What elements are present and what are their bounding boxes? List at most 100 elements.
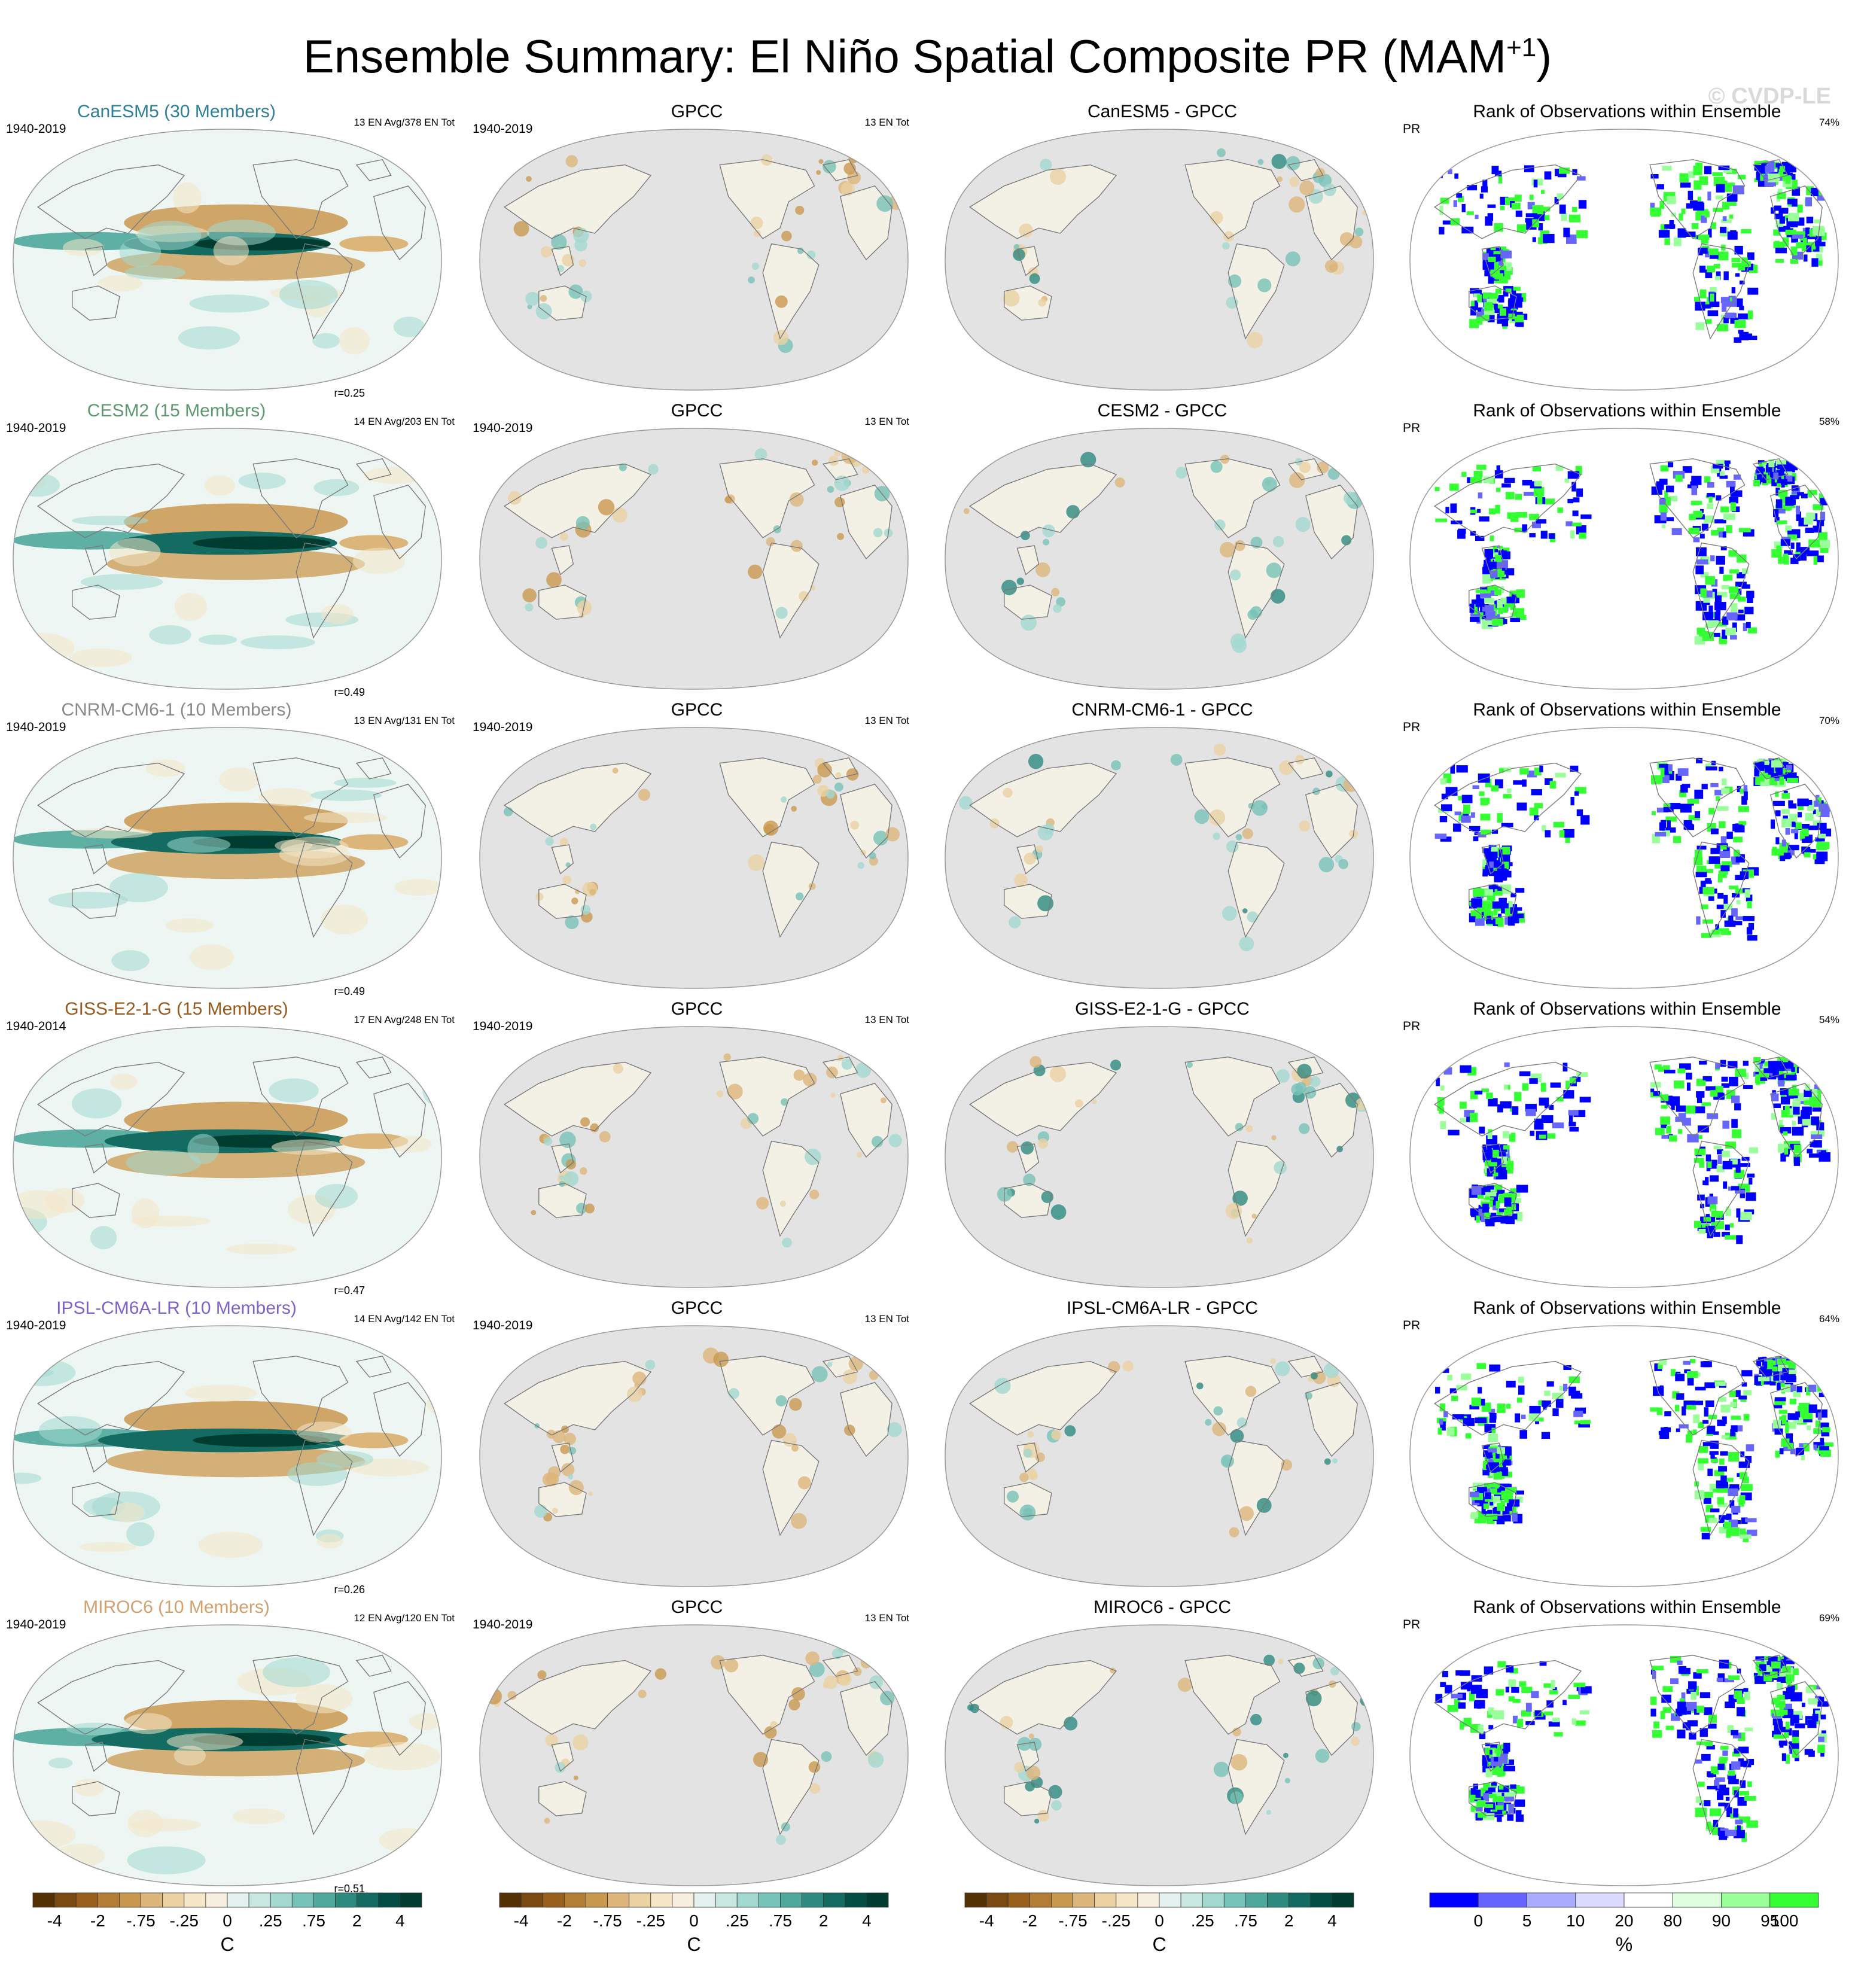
obs-map (479, 1026, 909, 1288)
colorbar-tick-label: -4 (514, 1911, 529, 1930)
obs-title: GPCC (671, 1298, 723, 1318)
rank-percent: 74% (1819, 117, 1839, 128)
model-panel: CanESM5 (30 Members) 1940-2019 13 EN Avg/3… (6, 102, 455, 399)
model-map (13, 1325, 442, 1587)
rank-map (1409, 129, 1839, 391)
colorbar-swatch (780, 1892, 802, 1908)
model-title: CNRM-CM6-1 (10 Members) (61, 700, 292, 720)
colorbar-swatch (736, 1892, 759, 1908)
model-title: GISS-E2-1-G (15 Members) (65, 999, 288, 1019)
colorbar-swatch (357, 1892, 379, 1908)
rank-percent: 70% (1819, 715, 1839, 726)
variable-label: PR (1403, 421, 1421, 435)
rank-title: Rank of Observations within Ensemble (1473, 102, 1781, 121)
rank-map (1409, 727, 1839, 989)
colorbar-tick-label: 2 (352, 1911, 362, 1930)
pattern-correlation: r=0.47 (334, 1284, 365, 1296)
obs-title: GPCC (671, 401, 723, 421)
difference-title: MIROC6 - GPCC (1093, 1597, 1231, 1617)
model-map (13, 129, 442, 391)
colorbar-swatch (1623, 1892, 1673, 1908)
colorbar-tick-label: -4 (47, 1911, 62, 1930)
obs-map (479, 1624, 909, 1886)
colorbar-swatch (248, 1892, 271, 1908)
rank-map (1409, 1325, 1839, 1587)
rank-panel: Rank of Observations within Ensemble PR 54… (1403, 999, 1851, 1295)
event-count: 12 EN Avg/120 EN Tot (354, 1612, 455, 1624)
event-count: 13 EN Tot (864, 1612, 909, 1624)
colorbar-swatch (1094, 1892, 1117, 1908)
colorbar-swatch (499, 1892, 522, 1908)
colorbar-swatch (650, 1892, 673, 1908)
colorbar-tick-label: .75 (302, 1911, 325, 1930)
colorbar-tick-label: -.25 (636, 1911, 665, 1930)
rank-panel: Rank of Observations within Ensemble PR 58… (1403, 401, 1851, 696)
colorbar-swatch (586, 1892, 608, 1908)
rank-title: Rank of Observations within Ensemble (1473, 1597, 1781, 1617)
obs-panel: GPCC 1940-2019 13 EN Tot (473, 1597, 921, 1893)
figure-title: Ensemble Summary: El Niño Spatial Compos… (303, 30, 1552, 83)
colorbar-tick-label: 80 (1664, 1911, 1682, 1930)
colorbar-swatch (802, 1892, 824, 1908)
model-panel: GISS-E2-1-G (15 Members) 1940-2014 17 EN A… (6, 999, 455, 1296)
diff-panel: IPSL-CM6A-LR - GPCC (938, 1298, 1387, 1594)
rank-map (1409, 1026, 1839, 1288)
diff-map (945, 727, 1374, 989)
model-title: CanESM5 (30 Members) (77, 102, 276, 121)
colorbar-tick-label: 20 (1615, 1911, 1633, 1930)
colorbar-swatch (1202, 1892, 1225, 1908)
colorbar-tick-label: 5 (1522, 1911, 1532, 1930)
model-panel: MIROC6 (10 Members) 1940-2019 12 EN Avg/12… (6, 1597, 455, 1895)
variable-label: PR (1403, 1019, 1421, 1033)
rank-percent: 58% (1819, 416, 1839, 427)
colorbar-swatch (1267, 1892, 1290, 1908)
colorbar-swatch (184, 1892, 206, 1908)
obs-map (479, 428, 909, 690)
model-panel: IPSL-CM6A-LR (10 Members) 1940-2019 14 EN … (6, 1298, 455, 1596)
colorbar-swatch (1332, 1892, 1354, 1908)
colorbar-units: C (687, 1934, 701, 1955)
colorbar-swatch (866, 1892, 889, 1908)
model-map (13, 727, 442, 989)
obs-panel: GPCC 1940-2019 13 EN Tot (473, 401, 921, 696)
period-label: 1940-2019 (6, 1618, 66, 1631)
colorbar-swatch (1137, 1892, 1160, 1908)
difference-title: GISS-E2-1-G - GPCC (1075, 999, 1250, 1019)
rank-percent: 54% (1819, 1014, 1839, 1025)
diff-map (945, 1026, 1374, 1288)
colorbar-tick-label: 0 (689, 1911, 699, 1930)
colorbar-swatch (607, 1892, 630, 1908)
pattern-correlation: r=0.49 (334, 985, 365, 997)
diff-map (945, 428, 1374, 690)
colorbar-swatch (270, 1892, 293, 1908)
colorbar-swatch (542, 1892, 565, 1908)
colorbar-swatch (1051, 1892, 1073, 1908)
model-title: MIROC6 (10 Members) (83, 1597, 270, 1617)
period-label: 1940-2019 (473, 720, 533, 734)
colorbar-swatch (378, 1892, 401, 1908)
diff-panel: GISS-E2-1-G - GPCC (938, 999, 1387, 1295)
model-map (13, 1026, 442, 1288)
obs-map (479, 727, 909, 989)
colorbar-swatch (964, 1892, 987, 1908)
colorbar-swatch (1180, 1892, 1203, 1908)
colorbar-swatches: -4 -2 -.75 -.25 0 .25 .75 2 4 (964, 1892, 1354, 1930)
rank-title: Rank of Observations within Ensemble (1473, 999, 1781, 1019)
colorbar-swatch (845, 1892, 867, 1908)
period-label: 1940-2019 (473, 1019, 533, 1033)
colorbar-swatch (1429, 1892, 1479, 1908)
period-label: 1940-2019 (6, 122, 66, 136)
rank-percent: 64% (1819, 1313, 1839, 1325)
composite-colorbar: -4 -2 -.75 -.25 0 .25 .75 2 4 C (962, 1890, 1357, 1962)
colorbar-tick-label: 100 (1771, 1911, 1799, 1930)
colorbar-tick-label: 95 (1760, 1911, 1779, 1930)
colorbar-swatch (97, 1892, 120, 1908)
colorbar-tick-label: -2 (1022, 1911, 1037, 1930)
event-count: 13 EN Tot (864, 1014, 909, 1025)
colorbar-swatch (758, 1892, 781, 1908)
variable-label: PR (1403, 1618, 1421, 1631)
colorbar-tick-label: .25 (1191, 1911, 1214, 1930)
diff-panel: MIROC6 - GPCC (938, 1597, 1387, 1893)
event-count: 13 EN Tot (864, 416, 909, 427)
colorbar-swatch (400, 1892, 422, 1908)
